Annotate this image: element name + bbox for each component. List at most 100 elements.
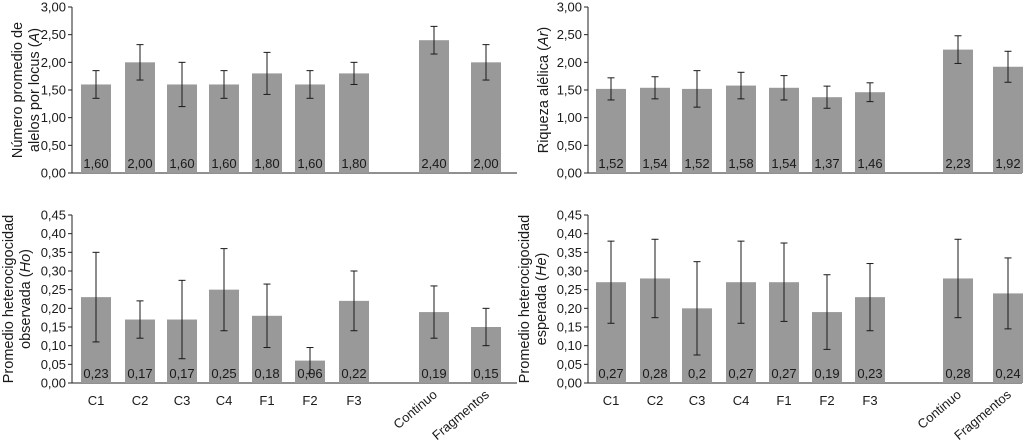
y-tick-label: 0,30 [41,264,66,279]
data-label: 0,2 [688,366,706,381]
y-tick-label: 0,25 [557,282,582,297]
y-tick-label: 2,00 [41,55,66,70]
panel-bottom-right: 0,00 0,05 0,10 0,15 0,20 0,25 0,30 0,35 0,40 0,45… [517,208,1023,443]
y-tick-label: 0,35 [41,245,66,260]
bar-C4 [726,85,756,173]
x-tick-label: F3 [862,393,877,408]
y-tick-label: 0,20 [557,301,582,316]
y-axis-title-line1: Promedio heterocigocidad [517,215,533,383]
data-label: 1,80 [341,156,366,171]
data-label: 1,54 [642,156,667,171]
y-axis-title: Promedio heterocigocidad esperada (He) [517,215,550,383]
bar-F3 [339,73,369,173]
data-label: 0,27 [771,366,796,381]
bar-C1 [81,84,111,173]
y-tick-label: 0,00 [41,376,66,391]
data-label: 0,27 [598,366,623,381]
bar-F3 [855,92,885,173]
data-label: 0,17 [127,366,152,381]
y-tick-label: 0,40 [557,226,582,241]
y-tick-label: 0,10 [41,338,66,353]
panel-top-left: 0,00 0,50 1,00 1,50 2,00 2,50 3,00 Número prome… [10,0,517,181]
data-label: 1,80 [254,156,279,171]
data-label: 0,23 [83,366,108,381]
bar-C2 [640,87,670,173]
y-axis-title-line2: alelos por locus (A) [27,28,43,152]
x-tick-label: C1 [88,393,105,408]
y-tick-label: 2,00 [557,55,582,70]
x-tick-label: Continuo [390,387,440,432]
x-tick-label: C3 [174,393,191,408]
x-tick-label: F1 [776,393,791,408]
data-label: 0,17 [169,366,194,381]
data-label: 1,60 [297,156,322,171]
bar-F2 [812,97,842,173]
bar-C4 [209,84,239,173]
data-label: 0,25 [211,366,236,381]
y-tick-label: 0,40 [41,226,66,241]
y-tick-label: 2,50 [41,27,66,42]
y-tick-label: 0,50 [41,138,66,153]
data-label: 0,19 [421,366,446,381]
data-label: 1,92 [995,156,1020,171]
y-tick-label: 3,00 [557,0,582,15]
data-label: 2,23 [945,156,970,171]
panel-top-right: 0,00 0,50 1,00 1,50 2,00 2,50 3,00 Riqueza alél… [536,0,1023,181]
bar-Fragmentos [471,62,501,174]
y-tick-label: 0,20 [41,301,66,316]
y-tick-label: 1,00 [41,110,66,125]
y-tick-label: 0,15 [557,320,582,335]
y-axis-title: Riqueza alélica (Ar) [536,27,552,154]
data-label: 2,40 [421,156,446,171]
x-tick-label: F3 [346,393,361,408]
y-tick-label: 0,05 [557,357,582,372]
data-label: 0,23 [857,366,882,381]
data-label: 1,58 [728,156,753,171]
data-label: 0,28 [642,366,667,381]
data-label: 0,24 [995,366,1020,381]
y-tick-label: 1,00 [557,110,582,125]
y-axis-title-line2: esperada (He) [534,253,550,346]
bar-F2 [295,84,325,173]
data-label: 0,28 [945,366,970,381]
y-tick-label: 0,05 [41,357,66,372]
data-label: 0,15 [473,366,498,381]
data-label: 2,00 [473,156,498,171]
bar-C2 [125,62,155,174]
y-tick-label: 0,15 [41,320,66,335]
x-tick-label: F2 [302,393,317,408]
data-label: 0,06 [297,366,322,381]
bar-Continuo [943,49,973,173]
data-label: 0,22 [341,366,366,381]
y-axis-title-line2: Riqueza alélica (Ar) [536,27,552,154]
bar-Fragmentos [993,66,1023,173]
y-axis-title: Número promedio de alelos por locus (A) [10,22,43,158]
x-tick-label: C3 [689,393,706,408]
y-tick-label: 2,50 [557,27,582,42]
data-label: 1,52 [598,156,623,171]
bar-Continuo [419,40,449,174]
y-tick-label: 0,35 [557,245,582,260]
x-tick-label: Fragmentos [429,386,492,442]
bar-F1 [769,87,799,173]
data-label: 1,60 [169,156,194,171]
x-tick-label: F2 [819,393,834,408]
y-tick-label: 0,25 [41,282,66,297]
y-tick-label: 0,30 [557,264,582,279]
data-label: 1,52 [684,156,709,171]
panel-bottom-left: 0,00 0,05 0,10 0,15 0,20 0,25 0,30 0,35 0,40 0,45… [1,208,517,443]
y-tick-label: 1,50 [557,83,582,98]
x-tick-label: C2 [132,393,149,408]
y-tick-label: 3,00 [41,0,66,15]
y-tick-label: 0,00 [557,376,582,391]
bar-C1 [596,88,626,173]
data-label: 0,19 [814,366,839,381]
y-tick-label: 1,50 [41,83,66,98]
data-label: 1,46 [857,156,882,171]
data-label: 0,18 [254,366,279,381]
x-tick-label: C2 [647,393,664,408]
data-label: 0,27 [728,366,753,381]
x-tick-label: C1 [603,393,620,408]
y-axis-title-line1: Número promedio de [10,22,26,158]
x-tick-label: C4 [733,393,750,408]
